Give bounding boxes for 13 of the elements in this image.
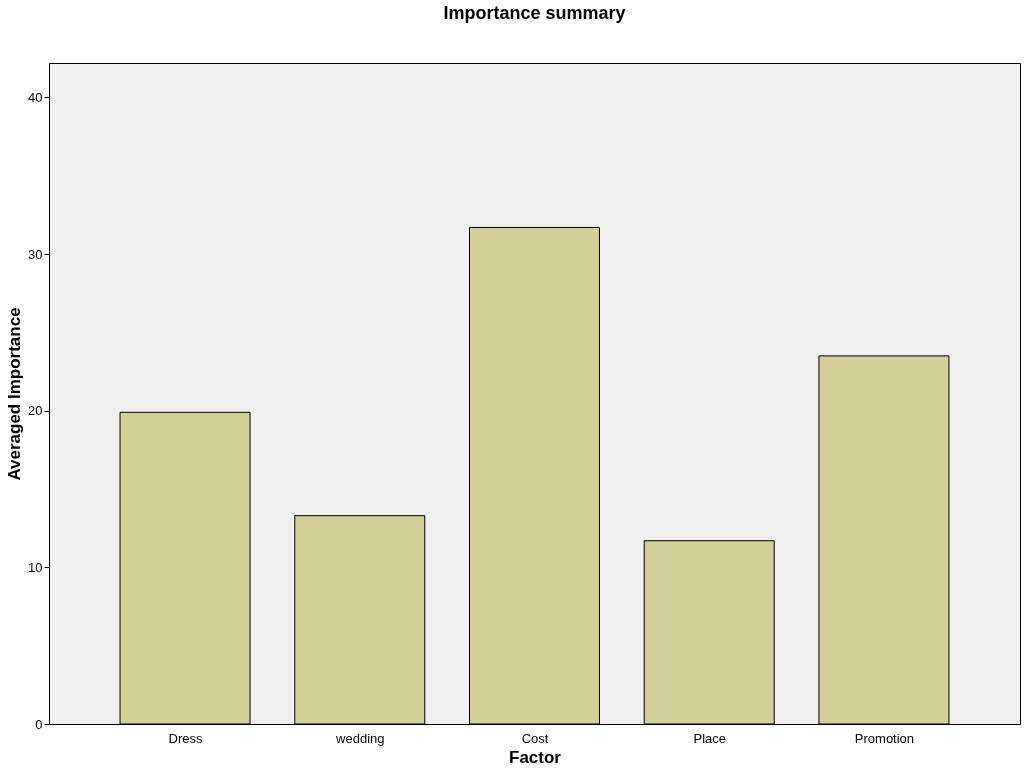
y-axis-title: Averaged Importance (5, 307, 25, 481)
y-tick-label: 40 (28, 89, 43, 105)
x-tick-label: Place (693, 730, 726, 746)
y-tick-label: 20 (28, 403, 43, 419)
x-tick-label: Cost (521, 730, 549, 746)
x-tick-label: wedding (335, 730, 385, 746)
x-tick-label: Dress (168, 730, 204, 746)
chart-title: Importance summary (443, 3, 626, 23)
x-tick-label: Promotion (854, 730, 915, 746)
y-tick-label: 0 (35, 716, 43, 732)
y-tick-label: 10 (28, 559, 43, 575)
y-tick-label: 30 (28, 246, 43, 262)
x-axis-title: Factor (509, 747, 562, 767)
